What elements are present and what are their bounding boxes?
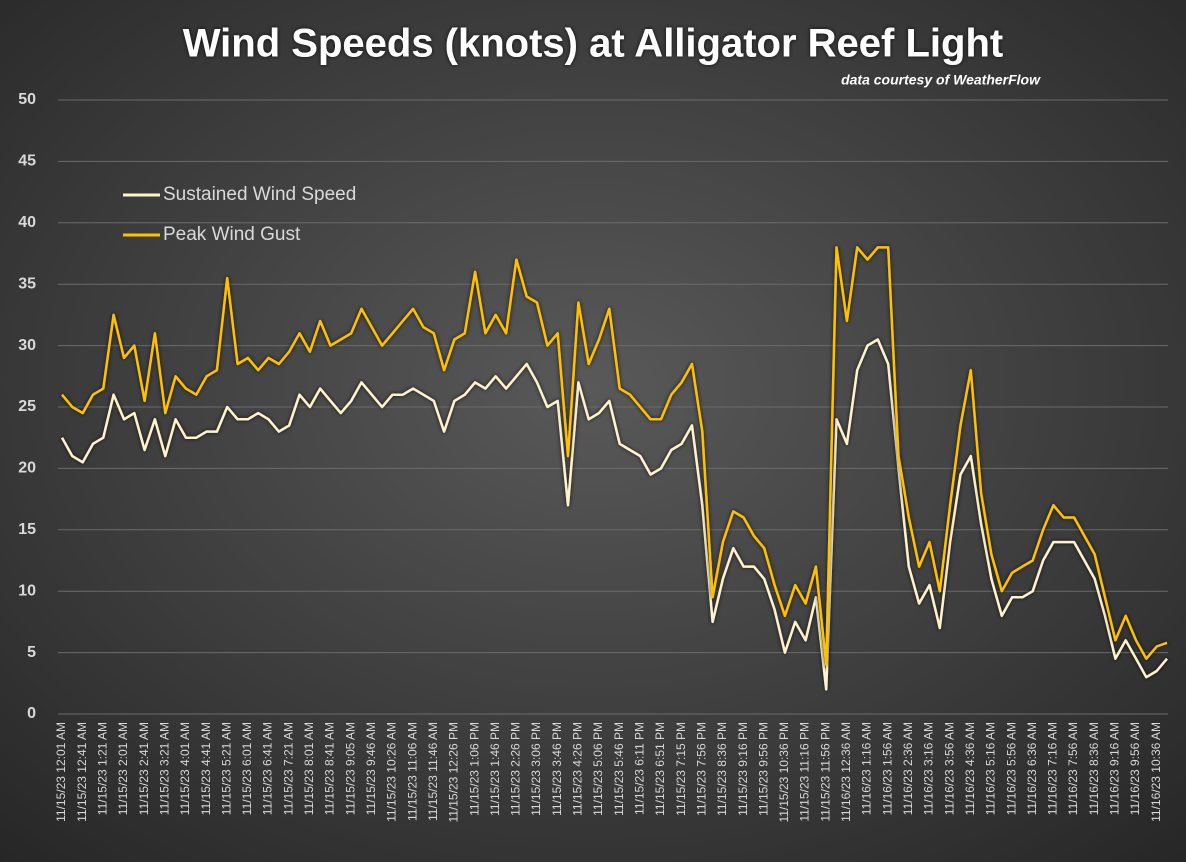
x-tick-label: 11/15/23 1:21 AM: [95, 722, 109, 815]
x-tick-label: 11/16/23 9:16 AM: [1108, 722, 1122, 815]
x-tick-label: 11/15/23 11:16 PM: [798, 722, 812, 822]
x-tick-label: 11/15/23 11:56 PM: [818, 722, 832, 822]
x-tick-label: 11/15/23 12:01 AM: [54, 722, 68, 822]
y-tick-label: 15: [18, 521, 36, 538]
x-tick-label: 11/15/23 10:36 PM: [777, 722, 791, 823]
x-tick-label: 11/16/23 4:36 AM: [963, 722, 977, 815]
x-tick-label: 11/16/23 2:36 AM: [901, 722, 915, 815]
x-tick-label: 11/15/23 11:06 AM: [405, 722, 419, 821]
x-tick-label: 11/15/23 10:26 AM: [385, 722, 399, 822]
x-tick-label: 11/15/23 4:26 PM: [571, 722, 585, 816]
x-tick-label: 11/16/23 8:36 AM: [1087, 722, 1101, 815]
y-tick-label: 5: [27, 644, 36, 661]
y-tick-label: 35: [18, 275, 36, 292]
legend-label: Peak Wind Gust: [163, 224, 301, 245]
x-tick-label: 11/16/23 3:16 AM: [922, 722, 936, 815]
x-tick-label: 11/16/23 5:16 AM: [984, 722, 998, 815]
x-tick-label: 11/16/23 10:36 AM: [1149, 722, 1163, 822]
x-tick-label: 11/15/23 5:21 AM: [219, 722, 233, 815]
x-tick-label: 11/15/23 8:41 AM: [323, 722, 337, 815]
x-tick-label: 11/15/23 2:41 AM: [137, 722, 151, 815]
y-tick-label: 30: [18, 337, 36, 354]
x-tick-label: 11/15/23 5:46 PM: [612, 722, 626, 816]
x-tick-label: 11/16/23 1:16 AM: [860, 722, 874, 815]
x-tick-label: 11/15/23 12:26 PM: [447, 722, 461, 823]
y-tick-label: 50: [18, 91, 36, 108]
x-tick-label: 11/15/23 2:26 PM: [509, 722, 523, 816]
x-tick-label: 11/15/23 4:01 AM: [178, 722, 192, 815]
legend-label: Sustained Wind Speed: [163, 184, 356, 205]
y-tick-label: 45: [18, 153, 36, 170]
x-tick-label: 11/15/23 11:46 AM: [426, 722, 440, 821]
x-tick-label: 11/15/23 1:46 PM: [488, 722, 502, 816]
x-tick-label: 11/16/23 7:56 AM: [1066, 722, 1080, 815]
x-tick-label: 11/16/23 9:56 AM: [1128, 722, 1142, 815]
x-tick-label: 11/15/23 3:21 AM: [157, 722, 171, 815]
x-tick-label: 11/15/23 6:01 AM: [240, 722, 254, 815]
x-tick-label: 11/15/23 5:06 PM: [591, 722, 605, 816]
x-tick-label: 11/15/23 7:56 PM: [694, 722, 708, 816]
x-tick-label: 11/15/23 9:16 PM: [736, 722, 750, 816]
y-tick-label: 20: [18, 460, 36, 477]
x-tick-label: 11/16/23 12:36 AM: [839, 722, 853, 822]
x-tick-label: 11/15/23 8:36 PM: [715, 722, 729, 816]
x-tick-label: 11/15/23 9:05 AM: [343, 722, 357, 815]
x-tick-label: 11/15/23 4:41 AM: [199, 722, 213, 815]
x-tick-label: 11/16/23 5:56 AM: [1004, 722, 1018, 815]
x-tick-label: 11/15/23 3:06 PM: [529, 722, 543, 816]
x-tick-label: 11/15/23 6:11 PM: [632, 722, 646, 815]
x-tick-label: 11/15/23 8:01 AM: [302, 722, 316, 815]
series-line: [61, 246, 1168, 667]
x-tick-label: 11/16/23 7:16 AM: [1046, 722, 1060, 815]
x-tick-label: 11/15/23 9:56 PM: [756, 722, 770, 816]
x-tick-label: 11/15/23 12:41 AM: [75, 722, 89, 822]
y-tick-label: 40: [18, 214, 36, 231]
x-tick-label: 11/15/23 6:51 PM: [653, 722, 667, 816]
series-line: [60, 338, 1168, 691]
x-tick-label: 11/16/23 3:56 AM: [942, 722, 956, 815]
y-tick-label: 25: [18, 398, 36, 415]
chart-title: Wind Speeds (knots) at Alligator Reef Li…: [183, 22, 1003, 66]
x-tick-label: 11/15/23 9:46 AM: [364, 722, 378, 815]
x-tick-label: 11/16/23 6:36 AM: [1025, 722, 1039, 815]
x-tick-label: 11/15/23 7:21 AM: [281, 722, 295, 815]
x-tick-label: 11/15/23 2:01 AM: [116, 722, 130, 815]
x-tick-label: 11/15/23 6:41 AM: [261, 722, 275, 815]
y-tick-label: 0: [27, 705, 36, 722]
y-tick-label: 10: [18, 582, 36, 599]
chart-subtitle: data courtesy of WeatherFlow: [841, 72, 1041, 88]
x-tick-label: 11/15/23 1:06 PM: [467, 722, 481, 816]
x-tick-label: 11/15/23 3:46 PM: [550, 722, 564, 816]
x-tick-label: 11/16/23 1:56 AM: [880, 722, 894, 815]
x-tick-label: 11/15/23 7:15 PM: [674, 722, 688, 816]
